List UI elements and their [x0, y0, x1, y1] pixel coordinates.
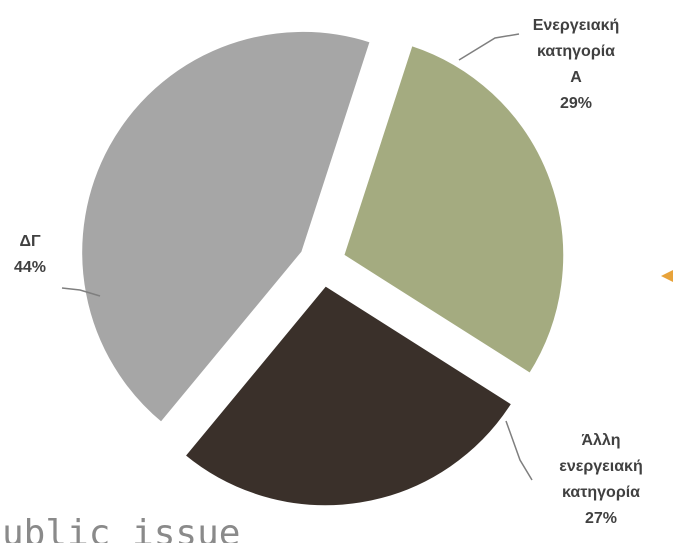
leader-line: [61, 287, 101, 297]
slice-label-line: κατηγορία: [562, 484, 640, 501]
slice-label: Ενεργειακή κατηγορία Α 29%: [533, 17, 620, 112]
slice-value-label: 44%: [14, 259, 46, 276]
slice-label-line: ενεργειακή: [559, 458, 642, 475]
slice-label: ΔΓ 44%: [14, 233, 46, 276]
pie-slice: [79, 28, 374, 426]
pie-slices: [79, 28, 567, 509]
pie-slice: [340, 42, 567, 377]
orange-arrow-marker: [661, 270, 673, 282]
pie-slice: [181, 282, 515, 509]
leader-line: [458, 33, 520, 61]
slice-value-label: 27%: [585, 510, 617, 527]
slice-label-line: Ενεργειακή: [533, 17, 620, 34]
background-caption: ublic issue: [2, 513, 240, 543]
slice-value-label: 29%: [560, 95, 592, 112]
leader-lines: [61, 33, 533, 481]
slice-label-line: ΔΓ: [19, 233, 41, 250]
slice-label: Άλλη ενεργειακή κατηγορία 27%: [559, 432, 642, 527]
slice-label-line: Άλλη: [581, 432, 620, 449]
slice-labels: Ενεργειακή κατηγορία Α 29% Άλλη ενεργειακή κατ…: [14, 17, 643, 527]
slice-label-line: Α: [570, 69, 582, 86]
leader-line: [505, 420, 533, 481]
slice-label-line: κατηγορία: [537, 43, 615, 60]
